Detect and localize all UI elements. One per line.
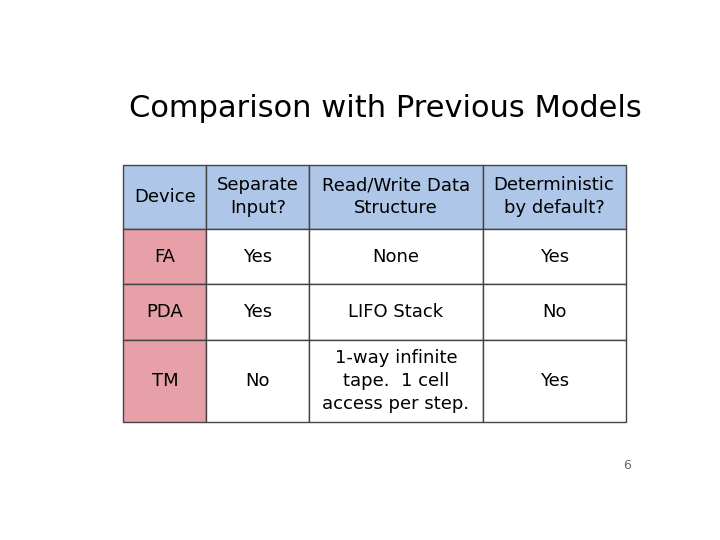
Text: PDA: PDA [147,303,184,321]
Bar [310,165,482,229]
Text: No: No [246,372,270,390]
Bar [207,165,310,229]
Bar [310,340,482,422]
Text: Yes: Yes [243,303,272,321]
Text: Comparison with Previous Models: Comparison with Previous Models [129,94,642,123]
Text: FA: FA [154,248,176,266]
Bar [482,165,626,229]
Text: 6: 6 [624,460,631,472]
Text: Yes: Yes [539,248,569,266]
Bar [124,340,207,422]
Bar [124,229,207,285]
Text: TM: TM [152,372,179,390]
Text: Read/Write Data
Structure: Read/Write Data Structure [322,177,470,217]
Bar [207,285,310,340]
Bar [310,285,482,340]
Text: None: None [372,248,420,266]
Bar [482,340,626,422]
Text: Yes: Yes [243,248,272,266]
Text: Device: Device [134,188,196,206]
Bar [310,229,482,285]
Bar [482,285,626,340]
Text: Deterministic
by default?: Deterministic by default? [494,177,614,217]
Text: Yes: Yes [539,372,569,390]
Text: No: No [542,303,567,321]
Text: 1-way infinite
tape.  1 cell
access per step.: 1-way infinite tape. 1 cell access per s… [323,349,469,413]
Bar [124,165,207,229]
Text: Separate
Input?: Separate Input? [217,177,299,217]
Bar [482,229,626,285]
Bar [207,229,310,285]
Text: LIFO Stack: LIFO Stack [348,303,444,321]
Bar [124,285,207,340]
Bar [207,340,310,422]
